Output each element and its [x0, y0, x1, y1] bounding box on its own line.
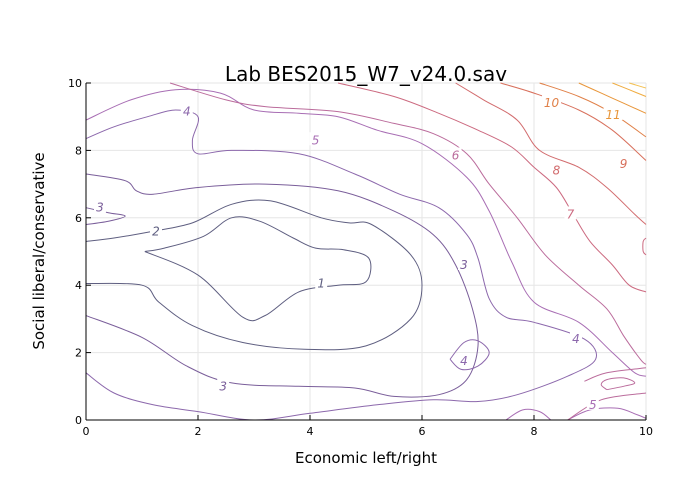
x-tick-label: 6 — [419, 425, 426, 438]
contour-label-bg — [309, 132, 322, 146]
contour-label: 5 — [312, 133, 320, 147]
axes — [85, 83, 646, 421]
grid — [86, 82, 647, 420]
contour-label: 2 — [152, 224, 160, 238]
contour-label: 5 — [589, 398, 597, 412]
contour-label-bg — [150, 223, 162, 237]
contour-line-level-6 — [584, 367, 647, 382]
contour-line-level-6 — [567, 392, 647, 421]
y-tick-label: 6 — [75, 212, 82, 225]
contour-label-bg — [458, 353, 470, 367]
y-tick-label: 10 — [68, 77, 82, 90]
contour-label-bg — [617, 155, 630, 169]
contour-line-level-8 — [455, 82, 647, 225]
tick-labels: 0 2 4 6 8 10 0 2 4 6 8 10 — [68, 77, 653, 438]
x-tick-label: 2 — [195, 425, 202, 438]
contour-label-bg — [217, 378, 230, 392]
x-tick-label: 4 — [307, 425, 314, 438]
contour-lines — [85, 82, 647, 421]
contour-label: 8 — [553, 164, 561, 178]
x-tick-label: 10 — [639, 425, 653, 438]
contour-label-bg — [315, 275, 328, 289]
contour-line-level-3 — [85, 173, 479, 398]
contour-label: 7 — [567, 207, 575, 221]
contour-line-level-13 — [629, 82, 647, 89]
contour-line-level-12 — [612, 82, 647, 97]
contour-label: 6 — [452, 148, 460, 162]
contour-line-level-6 — [600, 377, 636, 391]
x-tick-label: 8 — [531, 425, 538, 438]
x-tick-label: 0 — [83, 425, 90, 438]
y-tick-label: 4 — [75, 279, 82, 292]
contour-line-level-10 — [539, 82, 647, 138]
contour-line-level-7 — [337, 82, 647, 293]
contour-label-bg — [570, 331, 582, 345]
contour-label: 1 — [317, 277, 325, 291]
contour-label-bg — [449, 147, 462, 161]
contour-label: 3 — [219, 379, 227, 393]
contour-line-level-5 — [85, 88, 647, 377]
contour-line-level-11 — [578, 82, 647, 114]
contour-label: 3 — [460, 258, 468, 272]
contour-line-level-7 — [642, 237, 647, 256]
contour-label: 3 — [96, 201, 104, 215]
contour-line-level-5 — [567, 407, 647, 421]
x-axis-label: Economic left/right — [295, 449, 437, 467]
contour-label: 4 — [572, 332, 580, 346]
contour-line-level-9 — [500, 82, 647, 161]
chart-title: Lab BES2015_W7_v24.0.sav — [225, 62, 507, 86]
contour-label-bg — [550, 162, 563, 176]
contour-label: 9 — [620, 157, 628, 171]
contour-label: 11 — [605, 108, 620, 122]
contour-label-bg — [180, 103, 193, 117]
contour-line-level-4 — [85, 109, 597, 421]
contour-level-labels: 1 2 3 3 3 4 4 4 5 5 6 7 8 9 10 11 — [94, 95, 630, 412]
contour-label-bg — [458, 256, 470, 270]
contour-line-level-5 — [505, 408, 552, 421]
contour-label-bg — [542, 95, 561, 109]
contour-label-bg — [586, 396, 599, 410]
y-axis-label: Social liberal/conservative — [30, 152, 48, 349]
contour-line-level-4 — [449, 339, 490, 371]
contour-line-level-1 — [144, 216, 372, 322]
y-tick-label: 8 — [75, 144, 82, 157]
contour-line-level-2 — [85, 199, 423, 351]
contour-label-bg — [94, 199, 106, 213]
contour-label-bg — [603, 107, 623, 121]
contour-label: 4 — [460, 354, 468, 368]
contour-line-level-6 — [169, 82, 647, 365]
contour-label: 4 — [183, 105, 191, 119]
contour-label-bg — [564, 206, 577, 220]
y-tick-label: 2 — [75, 347, 82, 360]
contour-label: 10 — [544, 96, 560, 110]
y-tick-label: 0 — [75, 414, 82, 427]
